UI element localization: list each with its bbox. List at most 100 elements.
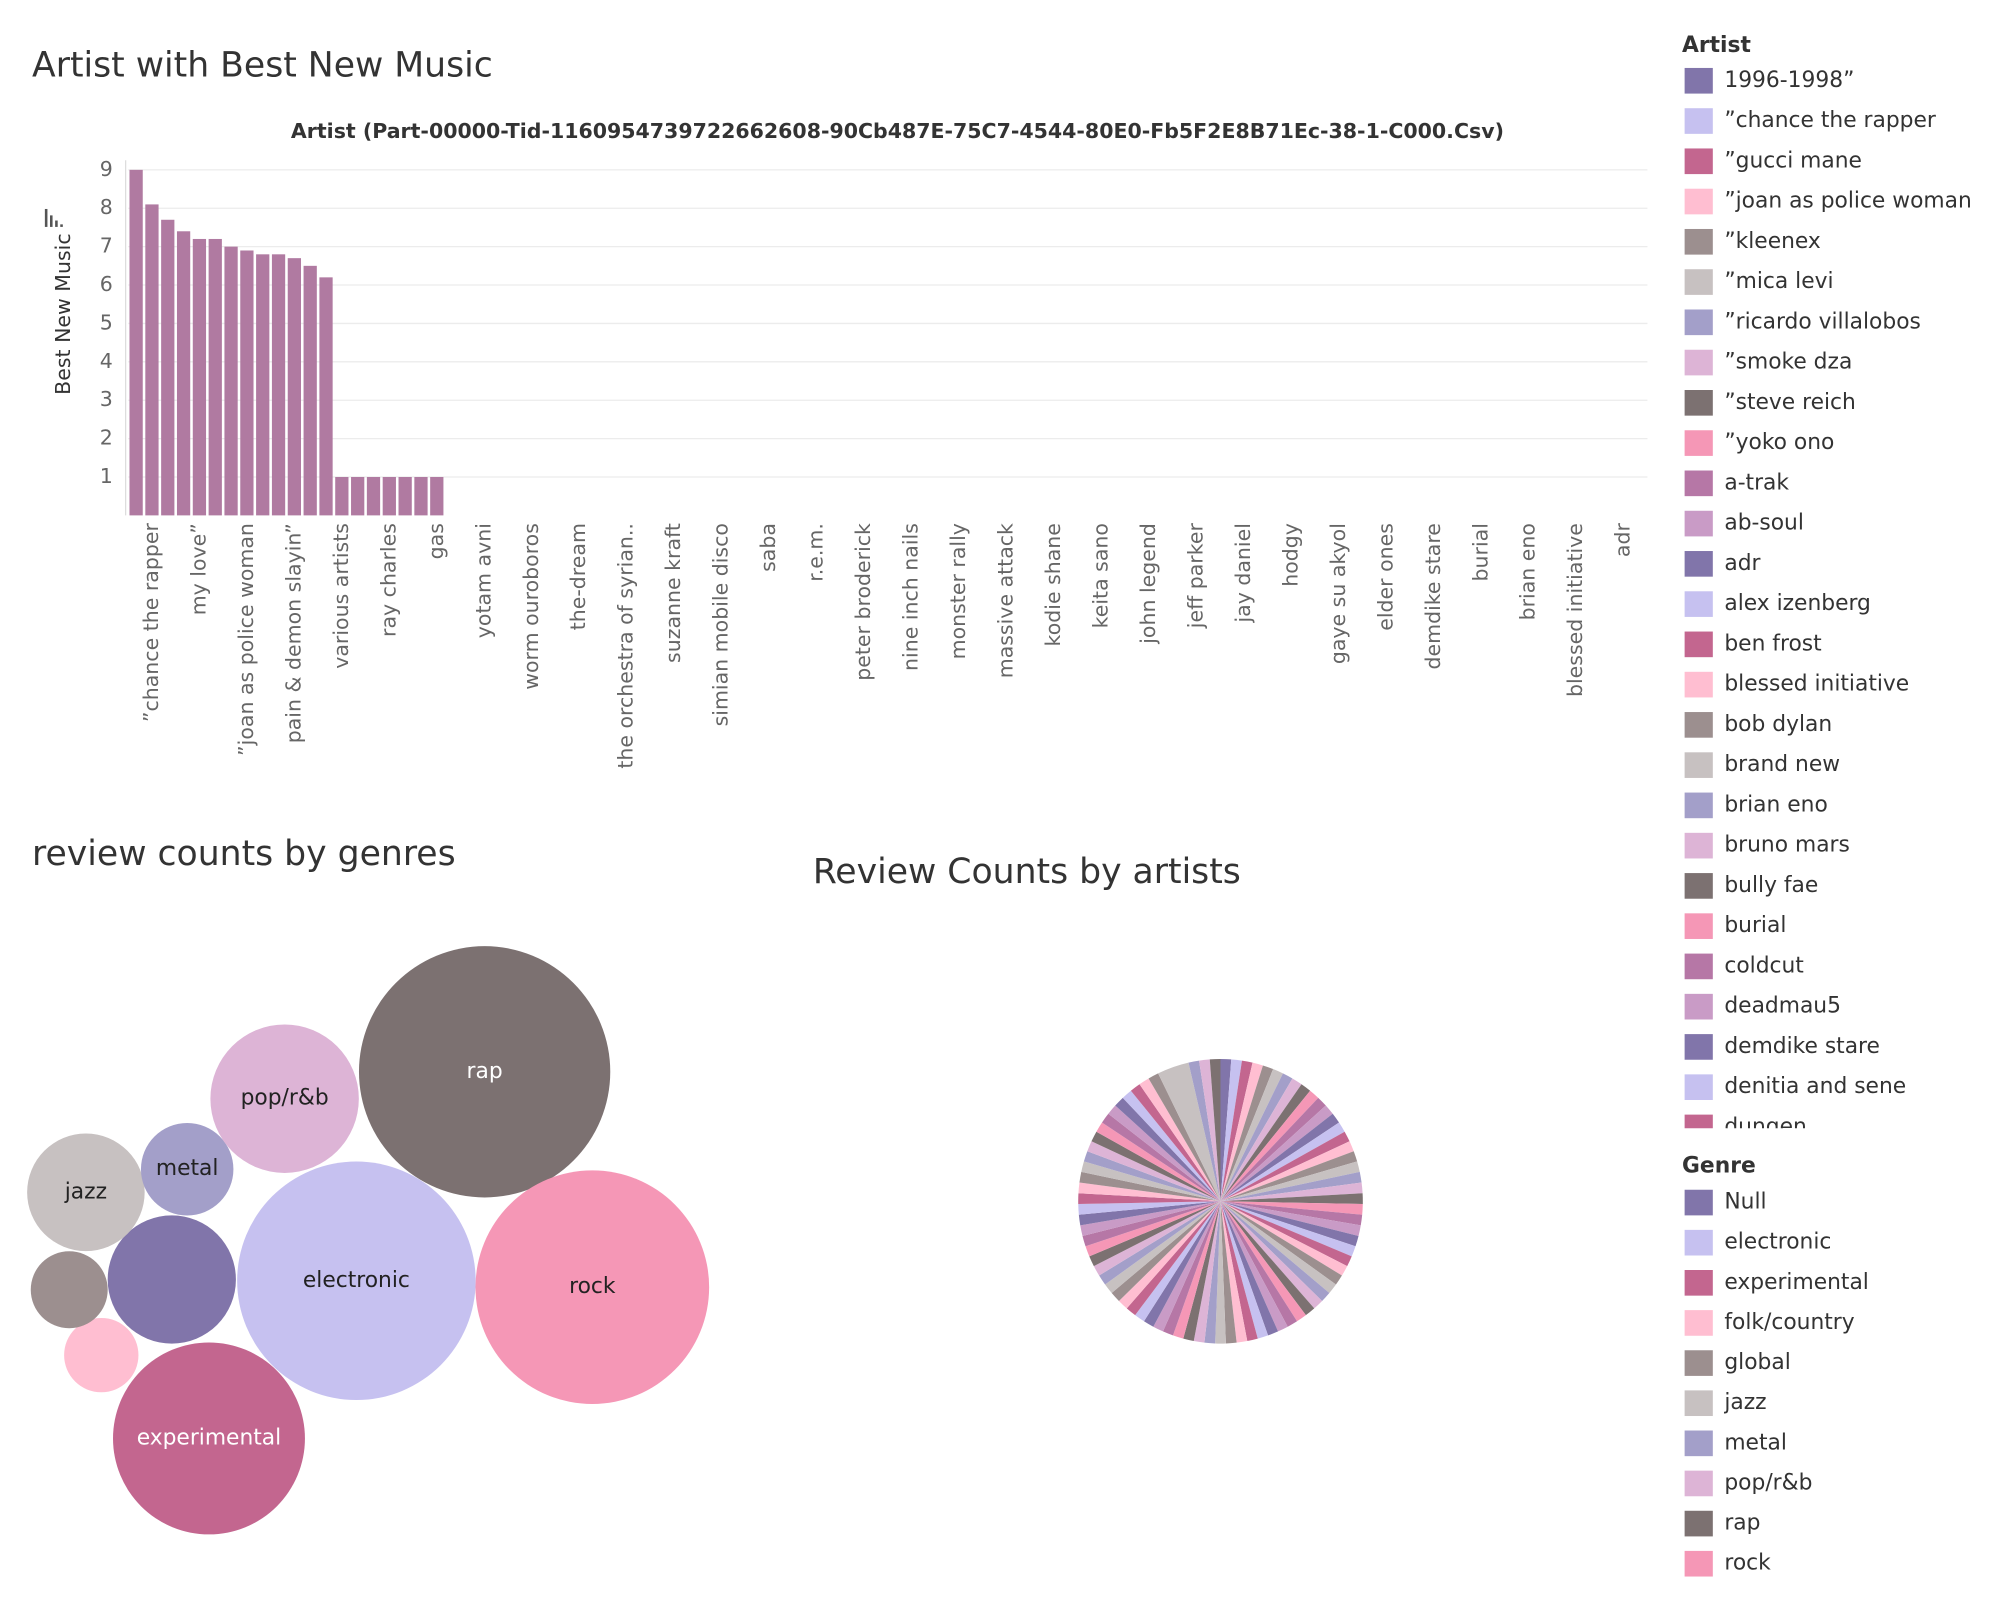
pie-slice [1220,1059,1242,1202]
legend-label: ”steve reich [1724,390,1855,415]
pie-slice [1220,1097,1326,1202]
legend-label: demdike stare [1724,1034,1880,1059]
legend-swatch [1684,1430,1713,1457]
legend-label: bruno mars [1724,833,1850,858]
pie-slice [1204,1201,1221,1344]
pie-slice [1158,1062,1221,1202]
legend-swatch [1684,470,1713,497]
pie-slice [1078,1201,1221,1226]
legend-label: ”yoko ono [1724,430,1834,455]
y-tick-label: 4 [100,349,113,373]
legend-label: denitia and sene [1724,1074,1906,1099]
bubble [107,1215,236,1344]
pie-slice [1162,1201,1221,1336]
pie-slice [1220,1141,1354,1202]
legend-swatch [1684,1229,1713,1256]
pie-slice [1220,1062,1263,1202]
bubble-label: rap [467,1059,503,1084]
legend-swatch [1684,148,1713,175]
bar [192,238,207,516]
legend-swatch [1684,1510,1713,1537]
bar-title: Artist with Best New Music [32,46,493,86]
legend-swatch [1684,832,1713,859]
sort-icon[interactable] [44,208,63,227]
legend-swatch [1684,1470,1713,1497]
pie-slice [1083,1151,1221,1202]
legend-label: electronic [1724,1230,1831,1255]
legend-label: ”gucci mane [1724,148,1862,173]
legend-label: brand new [1724,752,1840,777]
bubble [358,946,611,1198]
x-tick-label: peter broderick [851,523,875,681]
legend-label: folk/country [1724,1310,1854,1335]
legend-swatch [1684,752,1713,778]
legend-swatch [1684,1550,1713,1577]
bar [224,246,238,516]
pie-slice [1143,1201,1221,1327]
pie-slice [1220,1084,1311,1202]
pie-slice [1220,1171,1362,1202]
legend-swatch [1684,631,1713,658]
legend-label: metal [1724,1430,1787,1455]
legend-swatch [1684,1074,1713,1100]
legend-label: ”mica levi [1724,269,1833,294]
y-axis-title: Best New Music [51,233,75,394]
pie-slice [1183,1201,1221,1342]
y-tick-label: 5 [100,310,113,334]
legend-label: brian eno [1724,792,1827,817]
x-axis-title: Artist (Part-00000-Tid-11609547397226626… [291,119,1504,143]
legend-label: a-trak [1724,470,1789,495]
artist-legend: 1996-1998” ”chance the rapper ”gucci mane ”… [1684,68,1972,1139]
x-tick-label: my love” [186,523,210,615]
pie-slice [1087,1141,1221,1202]
bubble-label: jazz [64,1179,107,1204]
pie-slice [1220,1201,1348,1276]
legend-swatch [1684,551,1713,577]
bar [129,169,143,516]
legend-label: adr [1724,551,1760,576]
y-tick-label: 3 [100,387,113,411]
pie-slice [1220,1201,1361,1236]
pie-slice [1078,1193,1221,1204]
pie-slice [1220,1201,1359,1247]
pie-slice [1220,1065,1274,1202]
y-tick-label: 1 [100,464,113,488]
pie-slice [1153,1201,1221,1332]
pie-slice [1091,1131,1221,1202]
x-tick-label: simian mobile disco [709,523,733,726]
pie-slice [1220,1201,1330,1301]
legend-swatch [1684,671,1713,698]
bar [398,476,412,516]
bar [335,476,349,516]
x-tick-label: elder ones [1373,523,1397,631]
x-tick-label: massive attack [994,523,1018,678]
x-tick-label: nine inch nails [899,523,923,671]
pie-slice [1118,1201,1221,1309]
pie-slice [1078,1182,1221,1202]
y-tick-label: 6 [100,272,113,296]
legend-label: ”kleenex [1724,229,1821,254]
legend-label: rap [1724,1511,1760,1536]
legend-label: dungen [1724,1114,1806,1139]
x-tick-label: ”chance the rapper [139,523,163,723]
pie-slice [1172,1201,1221,1339]
legend-title: Genre [1682,1154,1756,1179]
bar [256,254,270,516]
legend-swatch [1684,510,1713,537]
legend-label: global [1724,1350,1790,1375]
x-tick-label: r.e.m. [804,523,828,582]
pie-slice [1081,1161,1221,1202]
bubble [210,1024,359,1173]
pie-slice [1220,1182,1363,1202]
legend-label: ab-soul [1724,511,1804,536]
x-tick-label: keita sano [1088,523,1112,628]
legend-label: ben frost [1724,631,1822,656]
legend-swatch [1684,1390,1713,1417]
x-tick-label: monster rally [946,523,970,659]
pie-slice [1220,1201,1237,1344]
bar [414,476,428,516]
x-tick-label: adr [1611,523,1635,558]
pie-slice [1126,1201,1221,1316]
legend-label: experimental [1724,1270,1869,1295]
pie-slice [1220,1201,1306,1322]
